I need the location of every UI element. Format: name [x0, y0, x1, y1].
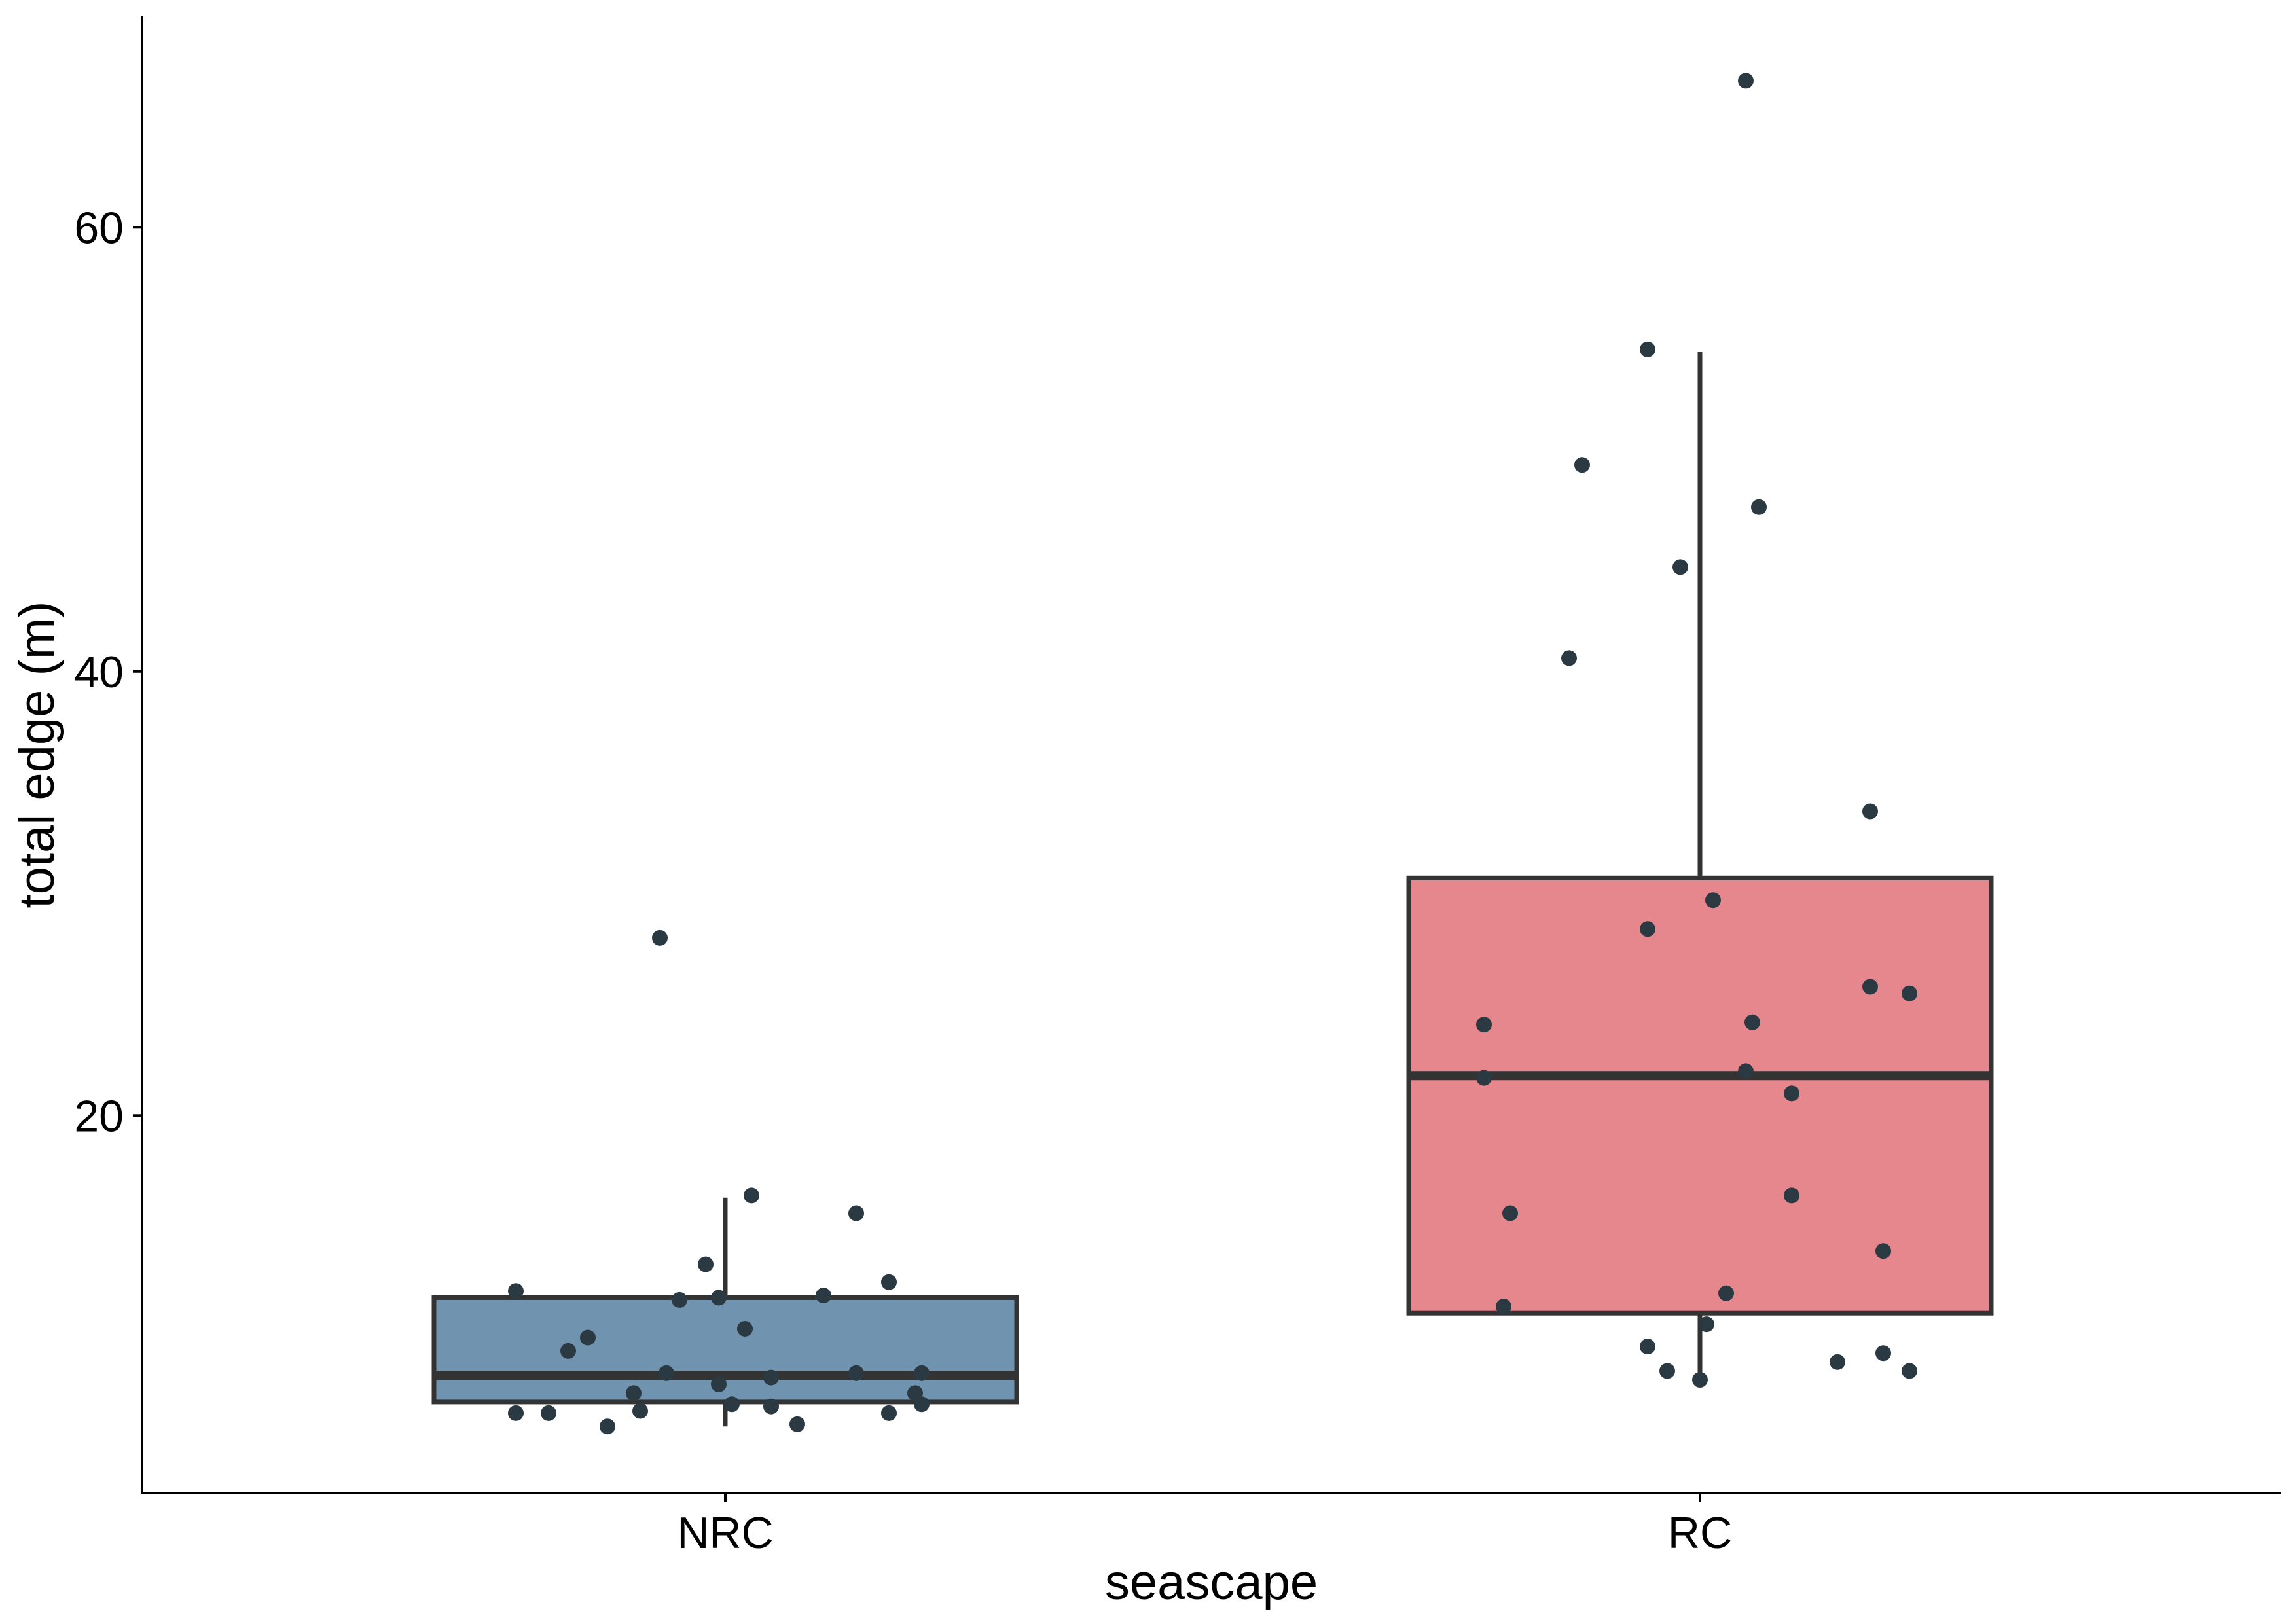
point-rc [1751, 499, 1767, 515]
point-nrc [711, 1376, 727, 1392]
point-rc [1476, 1017, 1492, 1033]
point-nrc [632, 1403, 648, 1419]
point-rc [1640, 1339, 1655, 1355]
point-rc [1902, 1363, 1917, 1379]
x-tick-label-nrc: NRC [677, 1508, 773, 1558]
y-tick-label: 60 [74, 203, 124, 253]
point-rc [1902, 985, 1917, 1001]
point-rc [1744, 1014, 1760, 1030]
point-nrc [508, 1283, 524, 1299]
box-rect-rc [1406, 875, 1994, 1316]
point-nrc [652, 929, 668, 946]
point-nrc [914, 1396, 930, 1413]
point-rc [1784, 1187, 1799, 1204]
points-layer [508, 73, 1917, 1435]
point-rc [1496, 1299, 1511, 1315]
point-nrc [626, 1385, 642, 1401]
point-rc [1699, 1316, 1714, 1333]
point-nrc [672, 1291, 687, 1308]
point-rc [1862, 803, 1878, 820]
point-rc [1738, 1063, 1754, 1079]
ticks-layer: 20 40 60 NRC RC [74, 203, 1732, 1558]
point-rc [1640, 341, 1655, 357]
point-nrc [763, 1369, 779, 1386]
point-rc [1561, 650, 1577, 666]
boxes-layer [431, 352, 1994, 1427]
point-nrc [881, 1274, 897, 1290]
point-rc [1692, 1371, 1708, 1388]
box-rc [1406, 352, 1994, 1384]
point-rc [1705, 892, 1721, 909]
point-nrc [541, 1405, 556, 1421]
point-nrc [744, 1187, 759, 1204]
axes-layer [141, 16, 2281, 1494]
y-axis-title: total edge (m) [9, 602, 65, 909]
point-rc [1862, 979, 1878, 995]
point-rc [1738, 73, 1754, 89]
point-nrc [789, 1416, 805, 1432]
point-nrc [580, 1329, 596, 1346]
point-rc [1830, 1354, 1845, 1370]
point-nrc [881, 1405, 897, 1421]
x-tick-label-rc: RC [1668, 1508, 1732, 1558]
point-nrc [848, 1205, 864, 1221]
point-nrc [711, 1290, 727, 1306]
point-rc [1476, 1070, 1492, 1086]
point-rc [1672, 559, 1688, 575]
point-nrc [737, 1320, 753, 1337]
point-nrc [659, 1365, 674, 1381]
point-rc [1718, 1285, 1734, 1301]
point-rc [1640, 921, 1655, 937]
x-axis-title: seascape [1105, 1555, 1318, 1610]
point-rc [1784, 1085, 1799, 1102]
point-rc [1502, 1205, 1518, 1221]
point-nrc [763, 1398, 779, 1415]
point-rc [1574, 457, 1590, 473]
point-nrc [600, 1418, 615, 1435]
point-rc [1875, 1345, 1891, 1362]
point-nrc [816, 1288, 831, 1304]
point-rc [1875, 1243, 1891, 1259]
y-tick-label: 40 [74, 647, 124, 697]
point-nrc [508, 1405, 524, 1421]
point-nrc [560, 1343, 576, 1359]
point-nrc [698, 1256, 714, 1272]
box-nrc [431, 1197, 1019, 1427]
point-nrc [914, 1365, 930, 1381]
point-nrc [724, 1396, 740, 1413]
y-tick-label: 20 [74, 1091, 124, 1141]
point-rc [1659, 1363, 1675, 1379]
point-nrc [848, 1365, 864, 1381]
